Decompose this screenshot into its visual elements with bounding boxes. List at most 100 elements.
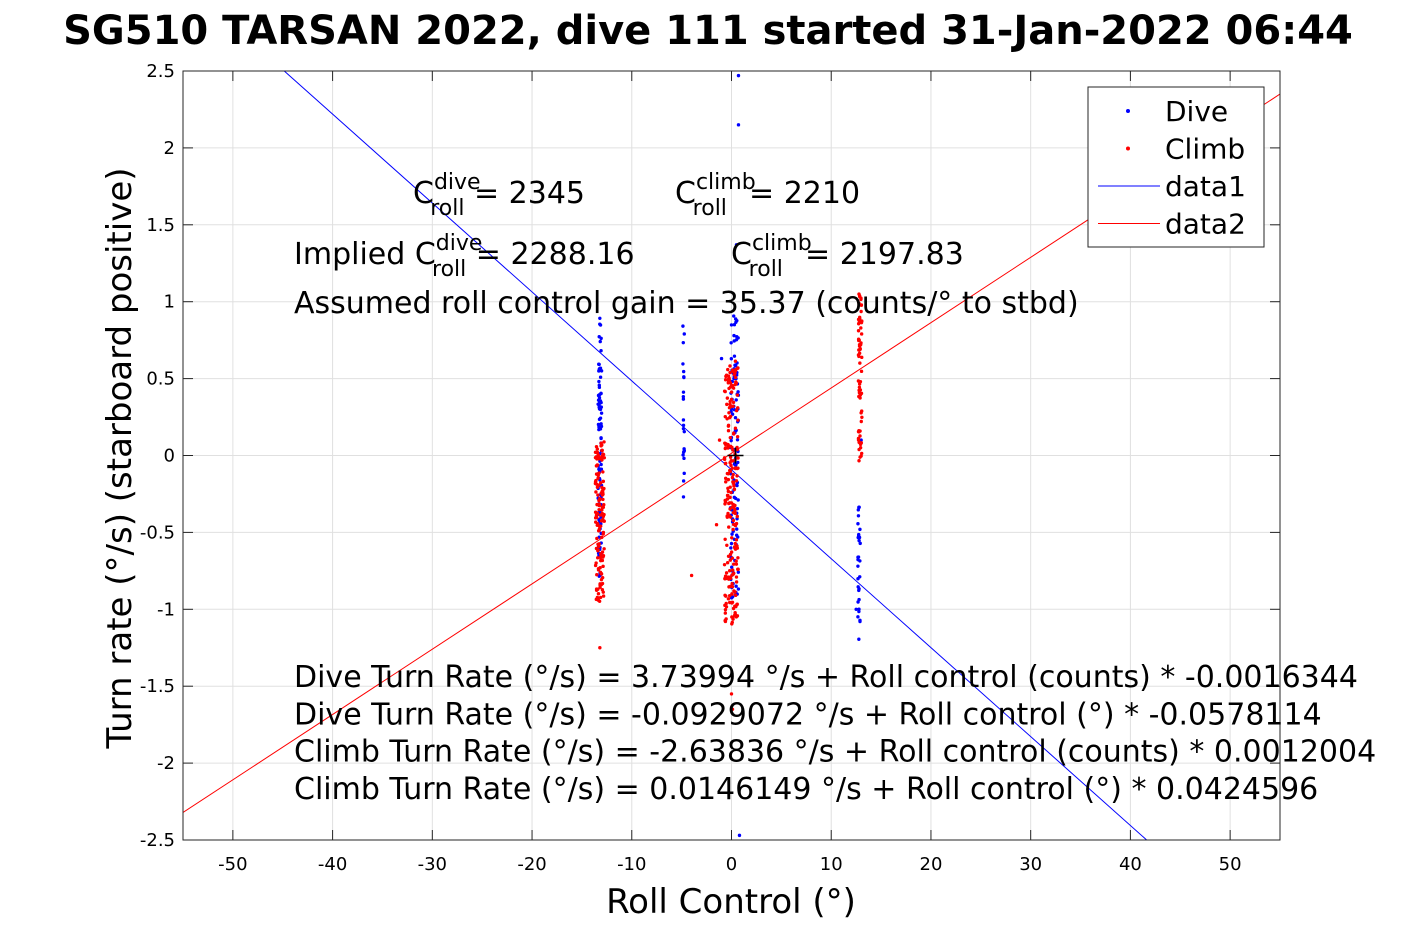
climb-point — [857, 447, 861, 452]
dive-point — [596, 422, 601, 427]
dive-point — [856, 564, 860, 568]
annotations: Cdive roll = 2345 Cclimb roll = 2210Implied… — [294, 170, 1376, 807]
climb-point — [859, 369, 864, 374]
climb-point — [735, 474, 739, 478]
climb-point — [731, 518, 736, 523]
climb-point — [723, 476, 728, 481]
climb-point — [726, 378, 730, 382]
dive-point — [858, 541, 862, 546]
climb-point — [601, 594, 606, 598]
dive-point — [856, 508, 860, 512]
dive-point — [730, 532, 734, 536]
fit-equation-4: Climb Turn Rate (°/s) = 0.0146149 °/s + … — [294, 772, 1318, 807]
climb-point — [729, 463, 733, 468]
dive-point — [681, 324, 685, 328]
climb-point — [598, 524, 603, 528]
legend-label-data2: data2 — [1165, 208, 1246, 241]
climb-point — [858, 347, 862, 352]
y-tick-label: 0 — [164, 446, 175, 467]
y-tick-label: 1 — [164, 292, 175, 313]
legend-marker-dive — [1126, 109, 1130, 113]
climb-point — [860, 409, 864, 413]
fit-equation-3: Climb Turn Rate (°/s) = -2.63836 °/s + R… — [294, 735, 1376, 770]
legend-marker-climb — [1126, 146, 1130, 151]
climb-point — [728, 558, 732, 562]
climb-point — [731, 505, 736, 509]
climb-point — [730, 475, 735, 480]
climb-point — [859, 309, 863, 314]
climb-point — [726, 367, 730, 372]
climb-point — [857, 351, 862, 355]
dive-point — [858, 527, 862, 532]
y-tick-label: -2 — [157, 753, 175, 774]
dive-point — [729, 341, 733, 345]
dive-point — [857, 505, 861, 509]
x-tick-label: 0 — [726, 854, 737, 875]
dive-point — [597, 335, 601, 339]
climb-point — [730, 592, 734, 596]
dive-point — [858, 618, 862, 623]
climb-point — [598, 558, 603, 563]
dive-point — [598, 323, 603, 327]
dive-point — [729, 541, 734, 546]
climb-point — [601, 590, 605, 594]
climb-point — [729, 390, 734, 394]
climb-point — [731, 606, 736, 611]
dive-point — [854, 607, 858, 611]
dive-point — [736, 460, 740, 465]
climb-point — [724, 480, 728, 484]
chart-title: SG510 TARSAN 2022, dive 111 started 31-J… — [63, 8, 1353, 54]
axis-ticks: -50 -40 -30 -20 -10 0 10 20 30 40 50-2.5-2-1.5-1-0… — [140, 61, 1280, 875]
climb-point — [857, 394, 861, 399]
dive-point — [598, 375, 603, 379]
climb-point — [594, 490, 598, 494]
dive-point — [732, 314, 736, 318]
climb-point — [600, 443, 604, 447]
climb-point — [732, 372, 736, 377]
climb-point — [726, 423, 731, 428]
climb-point — [725, 402, 729, 407]
dive-point — [599, 462, 603, 467]
dive-point — [732, 339, 736, 343]
y-tick-label: 0.5 — [146, 369, 175, 390]
legend-label-climb: Climb — [1165, 133, 1245, 166]
climb-point — [730, 707, 735, 711]
climb-point — [594, 513, 599, 517]
climb-point — [733, 593, 738, 598]
climb-point — [736, 567, 740, 571]
dive-point — [719, 356, 724, 361]
climb-point — [601, 470, 605, 474]
climb-point — [856, 438, 861, 442]
climb-point — [725, 396, 730, 400]
climb-point — [734, 580, 739, 584]
climb-point — [857, 388, 861, 393]
climb-point — [717, 438, 722, 442]
climb-point — [731, 400, 736, 405]
climb-point — [596, 529, 601, 533]
climb-point — [597, 496, 602, 501]
climb-point — [595, 536, 599, 541]
climb-point — [733, 511, 737, 516]
dive-point — [857, 538, 861, 543]
climb-point — [733, 359, 738, 363]
dive-point — [732, 495, 737, 500]
climb-point — [598, 646, 602, 650]
climb-point — [858, 317, 862, 321]
climb-point — [727, 594, 732, 598]
climb-point — [733, 382, 737, 387]
dive-point — [735, 483, 739, 488]
x-tick-label: 50 — [1219, 854, 1242, 875]
climb-point — [734, 538, 739, 542]
climb-point — [723, 607, 728, 612]
dive-point — [682, 456, 686, 461]
dive-point — [857, 609, 861, 614]
climb-point — [593, 481, 598, 486]
climb-point — [597, 471, 601, 475]
climb-point — [857, 301, 861, 305]
climb-point — [593, 516, 598, 520]
climb-point — [723, 502, 727, 506]
legend-label-data1: data1 — [1165, 170, 1246, 203]
climb-point — [595, 463, 599, 468]
climb-point — [731, 617, 735, 621]
dive-point — [681, 426, 686, 431]
